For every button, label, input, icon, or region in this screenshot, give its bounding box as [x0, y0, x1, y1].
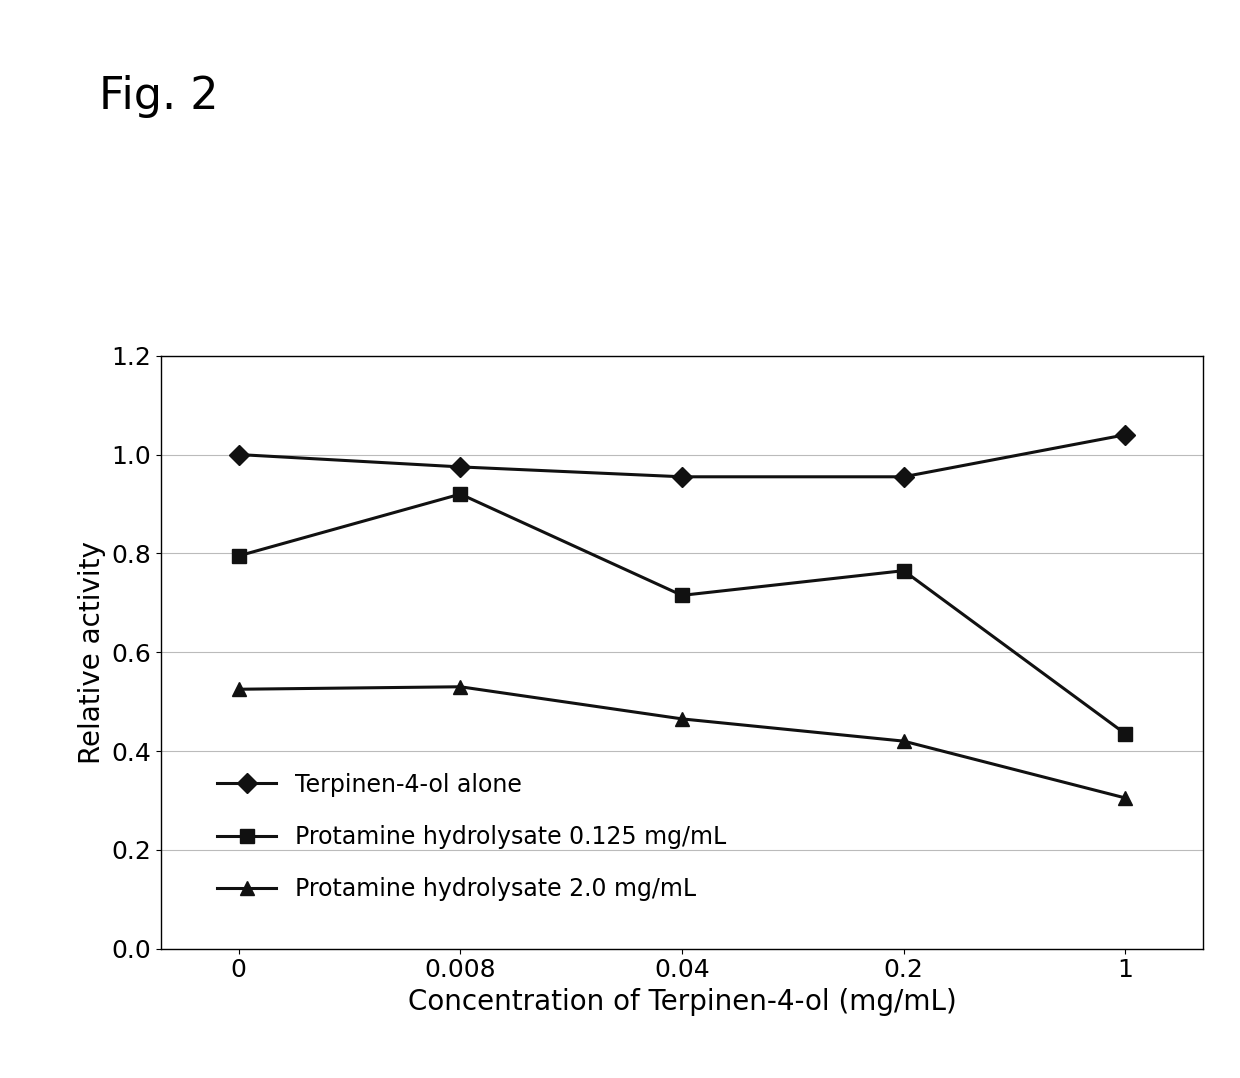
Protamine hydrolysate 2.0 mg/mL: [897, 735, 911, 748]
Protamine hydrolysate 0.125 mg/mL: [675, 589, 689, 602]
Terpinen-4-ol alone: [897, 470, 911, 483]
Protamine hydrolysate 2.0 mg/mL: [453, 680, 467, 693]
Legend: Terpinen-4-ol alone, Protamine hydrolysate 0.125 mg/mL, Protamine hydrolysate 2.: Terpinen-4-ol alone, Protamine hydrolysa…: [193, 749, 750, 925]
Line: Terpinen-4-ol alone: Terpinen-4-ol alone: [232, 428, 1132, 484]
Protamine hydrolysate 0.125 mg/mL: [897, 564, 911, 577]
Terpinen-4-ol alone: [1117, 428, 1132, 441]
Protamine hydrolysate 2.0 mg/mL: [232, 682, 247, 695]
Protamine hydrolysate 2.0 mg/mL: [1117, 791, 1132, 804]
Text: Fig. 2: Fig. 2: [99, 75, 218, 119]
Terpinen-4-ol alone: [675, 470, 689, 483]
Terpinen-4-ol alone: [232, 448, 247, 461]
Protamine hydrolysate 0.125 mg/mL: [232, 550, 247, 563]
Protamine hydrolysate 2.0 mg/mL: [675, 713, 689, 725]
Y-axis label: Relative activity: Relative activity: [78, 541, 107, 763]
X-axis label: Concentration of Terpinen-4-ol (mg/mL): Concentration of Terpinen-4-ol (mg/mL): [408, 987, 956, 1015]
Line: Protamine hydrolysate 0.125 mg/mL: Protamine hydrolysate 0.125 mg/mL: [232, 487, 1132, 741]
Line: Protamine hydrolysate 2.0 mg/mL: Protamine hydrolysate 2.0 mg/mL: [232, 680, 1132, 805]
Protamine hydrolysate 0.125 mg/mL: [453, 487, 467, 500]
Terpinen-4-ol alone: [453, 460, 467, 473]
Protamine hydrolysate 0.125 mg/mL: [1117, 728, 1132, 741]
